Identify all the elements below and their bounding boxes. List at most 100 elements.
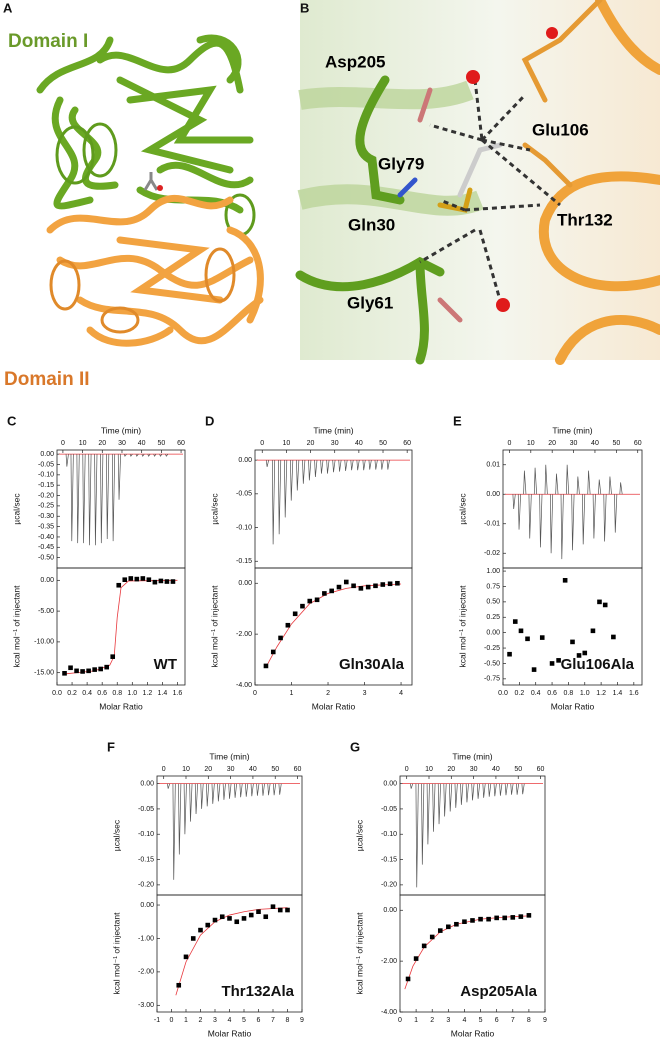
- y-axis-label: µcal/sec: [11, 493, 21, 525]
- y-axis-label: µcal/sec: [354, 819, 364, 851]
- data-point: [307, 598, 313, 604]
- y-tick-label: -0.50: [484, 660, 500, 667]
- injection-peak: [167, 783, 171, 789]
- x-tick-label: 0: [61, 440, 65, 447]
- injection-peak: [111, 454, 116, 542]
- x-tick-label: 30: [227, 766, 235, 773]
- y-tick-label: -0.15: [138, 856, 154, 863]
- data-point: [285, 622, 291, 628]
- injection-peak: [233, 783, 238, 798]
- injection-peak: [437, 783, 441, 825]
- injection-peak: [499, 783, 503, 796]
- data-point: [234, 919, 240, 925]
- data-point: [62, 671, 67, 676]
- injection-peak: [515, 783, 520, 795]
- data-point: [176, 982, 182, 988]
- injection-peak: [228, 783, 232, 799]
- x-tick-label: 60: [294, 766, 302, 773]
- x-tick-label: 30: [118, 440, 126, 447]
- y-axis-label: kcal mol⁻¹ of injectant: [11, 585, 21, 668]
- binding-site: [295, 0, 660, 365]
- data-point: [512, 619, 518, 624]
- data-point: [322, 591, 327, 596]
- x-tick-label: 0: [253, 690, 257, 697]
- injection-peak: [194, 783, 198, 814]
- injection-peak: [178, 783, 182, 855]
- y-axis-label: µcal/sec: [457, 493, 467, 525]
- injection-peak: [560, 494, 564, 560]
- panel-letter: A: [3, 0, 13, 15]
- data-point: [300, 603, 305, 609]
- data-point: [462, 919, 467, 925]
- injection-peak: [117, 454, 121, 500]
- injection-peak: [82, 454, 86, 544]
- y-tick-label: 0.00: [40, 577, 54, 584]
- injection-peak: [129, 453, 133, 457]
- y-tick-label: -0.05: [38, 461, 54, 468]
- x-tick-label: 1.4: [613, 690, 623, 697]
- x-tick-label: 7: [511, 1017, 515, 1024]
- x-tick-label: 40: [355, 440, 363, 447]
- data-point: [68, 665, 73, 671]
- data-point: [380, 582, 386, 587]
- data-point: [429, 934, 435, 940]
- residue-label: Gln30: [348, 215, 395, 234]
- data-point: [351, 583, 356, 589]
- injection-peak: [454, 783, 458, 808]
- injection-peak: [261, 783, 265, 796]
- injection-peak: [320, 460, 324, 474]
- x-tick-label: 50: [514, 766, 522, 773]
- fit-curve: [404, 915, 529, 990]
- x-axis-label: Molar Ratio: [99, 701, 143, 711]
- injection-peak: [598, 479, 602, 495]
- x-tick-label: 10: [182, 766, 190, 773]
- x-tick-label: 30: [570, 440, 578, 447]
- injection-peak: [165, 453, 169, 457]
- y-tick-label: -15.00: [34, 670, 54, 677]
- x-tick-label: 10: [283, 440, 291, 447]
- data-point: [518, 914, 524, 919]
- injection-peak: [76, 454, 80, 544]
- x-tick-label: 0.2: [67, 690, 77, 697]
- y-tick-label: -0.35: [38, 523, 54, 530]
- injection-peak: [566, 464, 570, 495]
- x-axis-label: Time (min): [552, 425, 592, 435]
- data-point: [582, 650, 588, 656]
- y-tick-label: -0.10: [138, 831, 154, 838]
- y-tick-label: 0.00: [383, 907, 397, 914]
- injection-peak: [582, 494, 586, 545]
- y-tick-label: -0.45: [38, 544, 54, 551]
- injection-peak: [183, 783, 187, 835]
- data-point: [365, 584, 371, 590]
- injection-peak: [421, 783, 425, 865]
- y-tick-label: -4.00: [236, 682, 252, 689]
- x-tick-label: 7: [271, 1017, 275, 1024]
- injection-peak: [432, 783, 436, 832]
- data-point: [277, 907, 283, 913]
- y-tick-label: -0.15: [236, 558, 252, 565]
- x-tick-label: 0.0: [498, 690, 508, 697]
- injection-peak: [362, 460, 366, 471]
- x-tick-label: 20: [447, 766, 455, 773]
- injection-peak: [488, 783, 492, 797]
- structure-overview: [36, 34, 264, 347]
- injection-peak: [576, 476, 580, 495]
- y-tick-label: -0.05: [138, 806, 154, 813]
- x-tick-label: 1: [184, 1017, 188, 1024]
- injection-peak: [528, 494, 532, 539]
- injection-peak: [284, 460, 288, 518]
- x-axis-label: Time (min): [101, 425, 141, 435]
- data-point: [212, 917, 218, 923]
- data-point: [478, 916, 483, 922]
- x-tick-label: 0: [507, 440, 511, 447]
- x-tick-label: 0.8: [564, 690, 574, 697]
- x-tick-label: 10: [527, 440, 535, 447]
- data-point: [329, 588, 334, 594]
- y-tick-label: -0.40: [38, 534, 54, 541]
- injection-peak: [449, 783, 453, 812]
- y-tick-label: 0.00: [383, 780, 397, 787]
- x-tick-label: 6: [495, 1017, 499, 1024]
- injection-peak: [135, 453, 139, 457]
